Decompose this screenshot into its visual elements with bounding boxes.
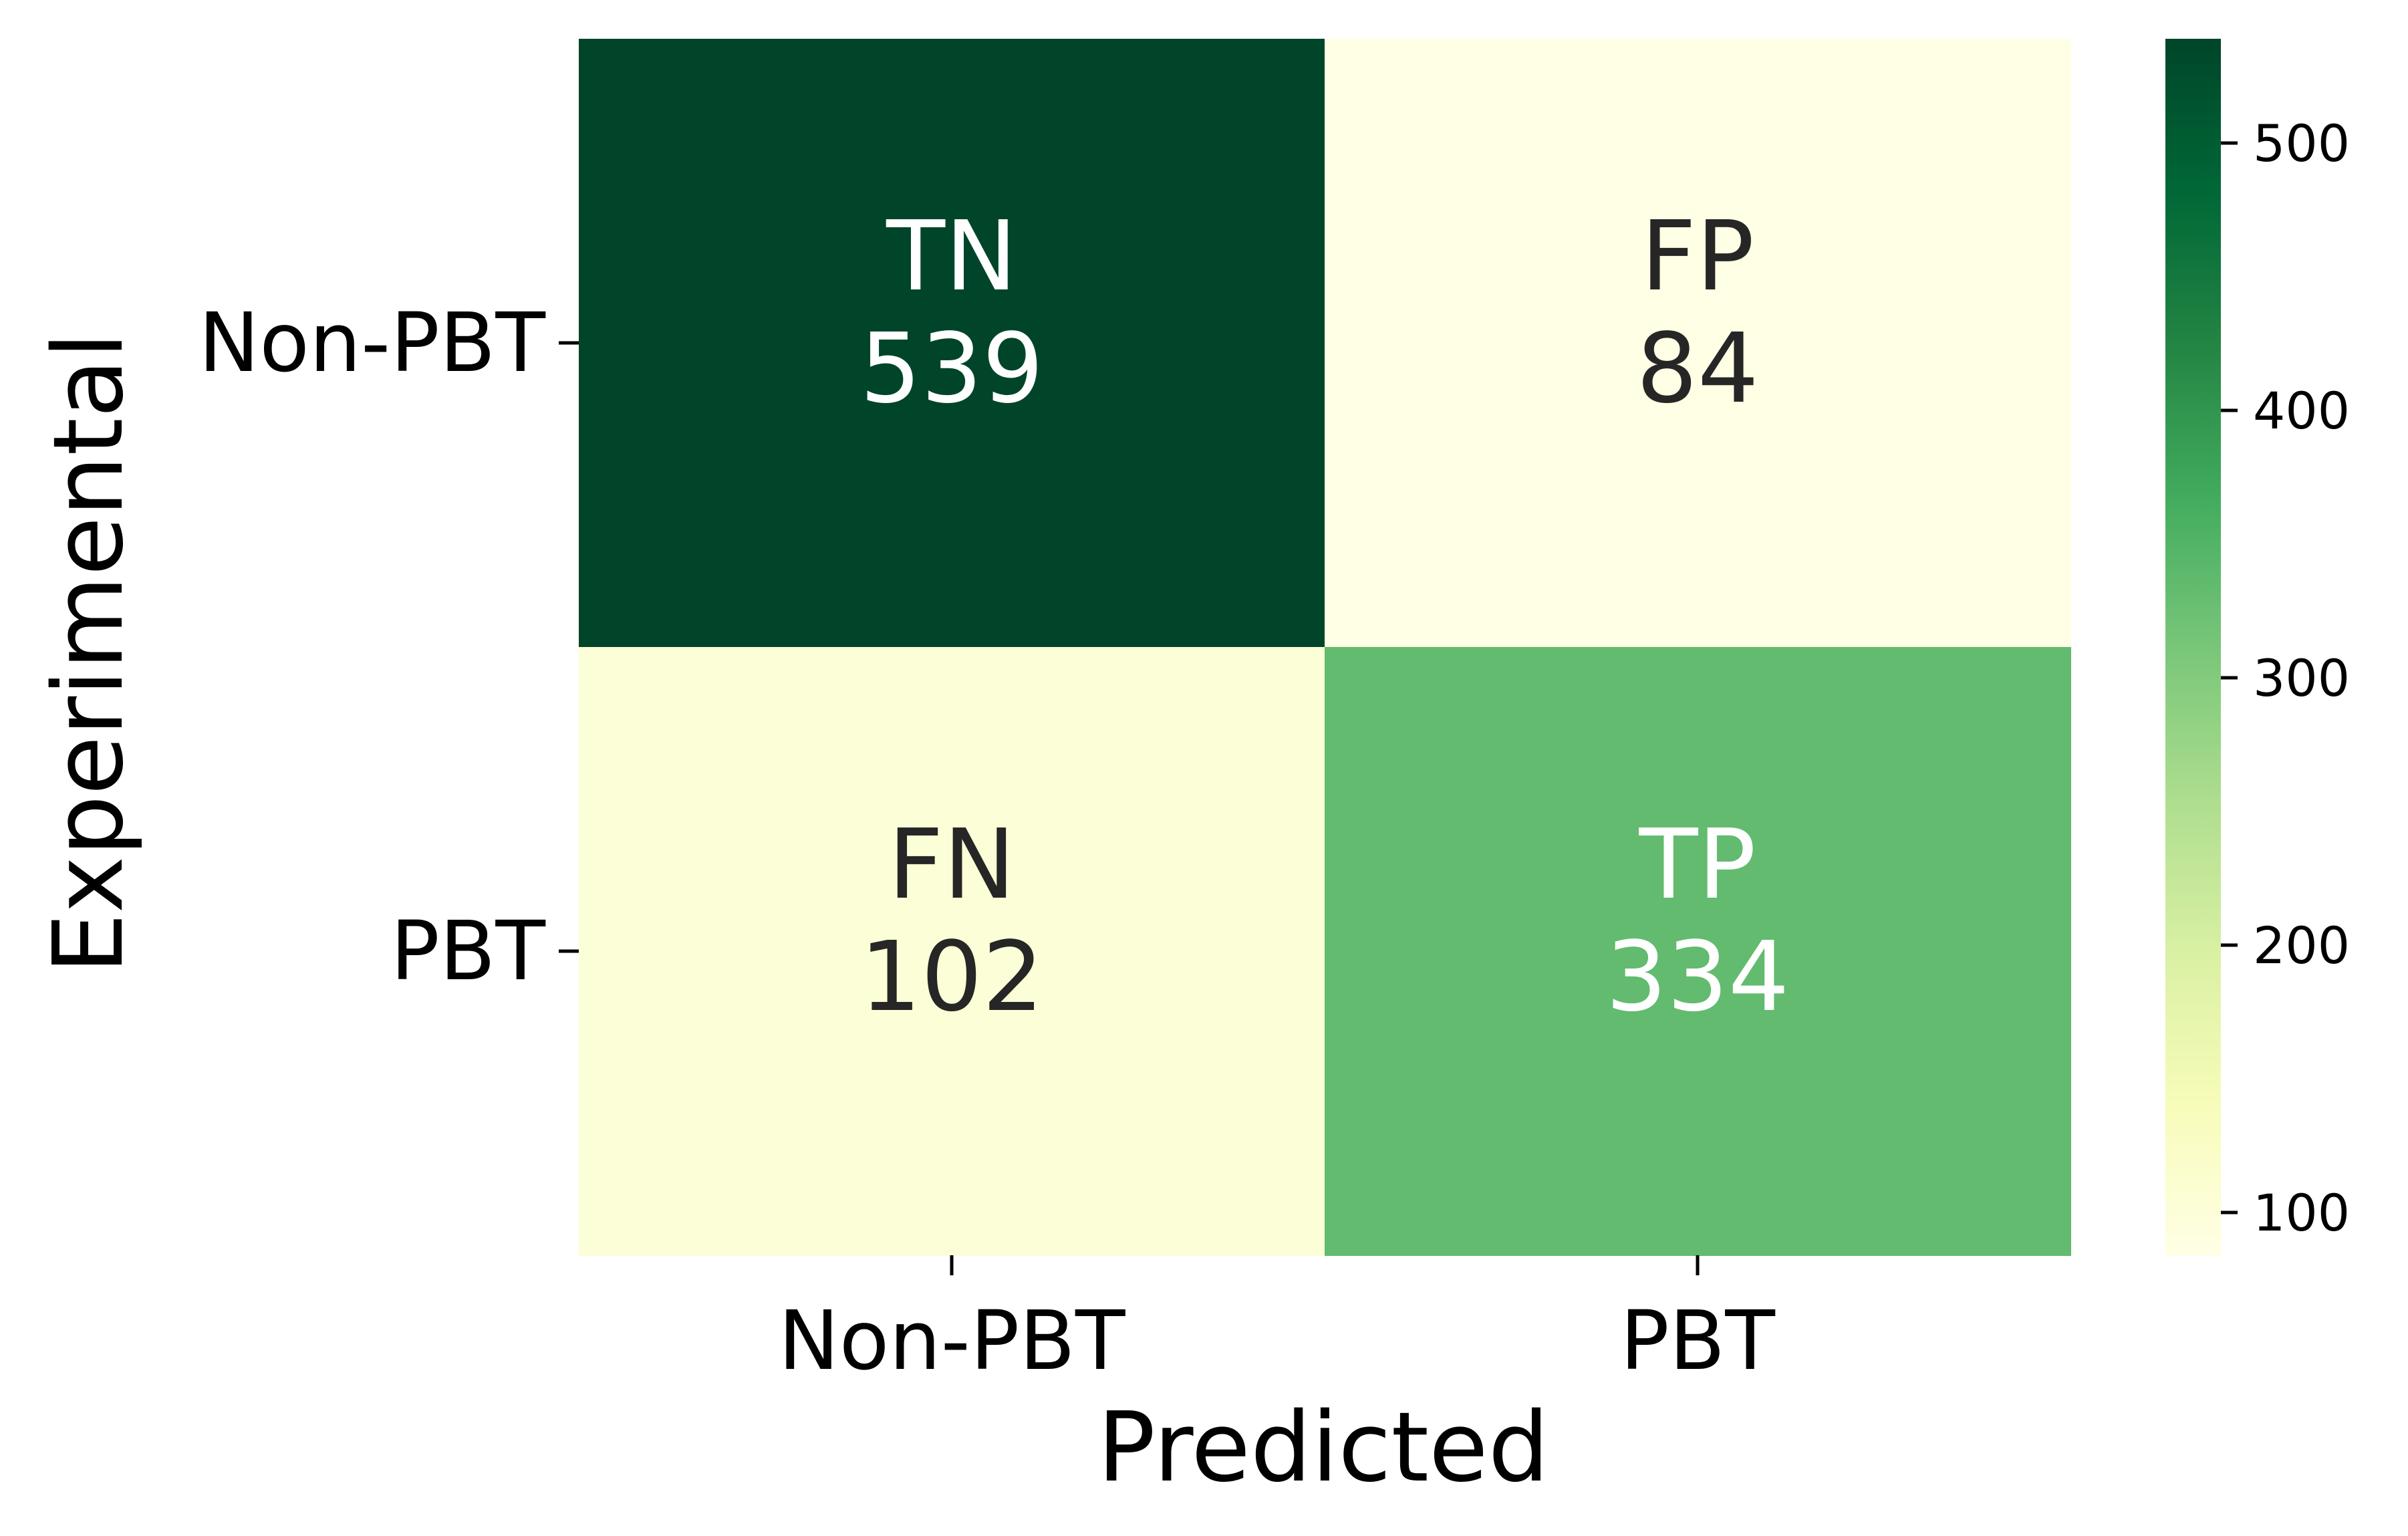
y-tick-label-0: Non-PBT — [198, 295, 546, 390]
colorbar-tick-label-1: 200 — [2253, 916, 2350, 975]
cell-value-0-0: 539 — [860, 312, 1044, 424]
cell-label-1-1: TP — [1639, 808, 1756, 920]
colorbar-tick-label-3: 400 — [2253, 381, 2350, 440]
heatmap-cells — [579, 39, 2071, 1256]
x-tick-label-0: Non-PBT — [778, 1293, 1125, 1388]
colorbar — [2165, 39, 2221, 1255]
y-axis-label: Experimental — [32, 332, 144, 974]
colorbar-ticks: 100 200 300 400 500 — [2221, 114, 2350, 1243]
y-axis-ticks: Non-PBT PBT — [198, 295, 579, 999]
cell-label-0-0: TN — [886, 200, 1017, 312]
cell-value-1-0: 102 — [860, 920, 1044, 1033]
cell-value-0-1: 84 — [1636, 312, 1758, 424]
heatmap-cell-1-1 — [1325, 647, 2071, 1256]
heatmap-cell-0-0 — [579, 39, 1325, 648]
x-axis-ticks: Non-PBT PBT — [778, 1255, 1775, 1388]
cell-value-1-1: 334 — [1606, 920, 1790, 1033]
x-axis-label: Predicted — [1097, 1391, 1549, 1503]
cell-label-0-1: FP — [1641, 200, 1754, 312]
heatmap-cell-1-0 — [579, 647, 1325, 1256]
colorbar-tick-label-2: 300 — [2253, 648, 2350, 708]
cell-label-1-0: FN — [888, 808, 1016, 920]
y-tick-label-1: PBT — [390, 904, 545, 999]
x-tick-label-1: PBT — [1620, 1293, 1775, 1388]
colorbar-tick-label-4: 500 — [2253, 114, 2350, 173]
colorbar-tick-label-0: 100 — [2253, 1183, 2350, 1243]
heatmap-cell-0-1 — [1325, 39, 2071, 648]
